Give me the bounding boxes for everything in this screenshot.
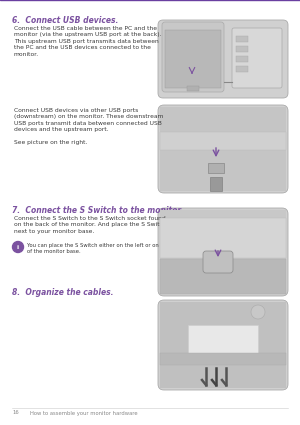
Bar bbox=[236, 66, 248, 72]
Text: 7.  Connect the S Switch to the monitor.: 7. Connect the S Switch to the monitor. bbox=[12, 206, 183, 215]
Text: Connect USB devices via other USB ports
(downstream) on the monitor. These downs: Connect USB devices via other USB ports … bbox=[14, 108, 164, 145]
Circle shape bbox=[251, 305, 265, 319]
FancyBboxPatch shape bbox=[158, 300, 288, 390]
Circle shape bbox=[13, 241, 23, 252]
Text: 6.  Connect USB devices.: 6. Connect USB devices. bbox=[12, 16, 119, 25]
FancyBboxPatch shape bbox=[158, 20, 288, 98]
FancyBboxPatch shape bbox=[203, 251, 233, 273]
Bar bbox=[165, 30, 221, 88]
Text: 16: 16 bbox=[12, 411, 19, 416]
FancyBboxPatch shape bbox=[162, 22, 224, 92]
Bar bbox=[210, 177, 222, 191]
Text: Connect the S Switch to the S Switch socket found
on the back of the monitor. An: Connect the S Switch to the S Switch soc… bbox=[14, 216, 167, 234]
Text: i: i bbox=[17, 244, 19, 249]
Bar bbox=[160, 132, 286, 150]
Bar bbox=[188, 325, 258, 355]
Bar bbox=[160, 259, 286, 294]
FancyBboxPatch shape bbox=[158, 208, 288, 296]
Text: You can place the S Switch either on the left or on the right
of the monitor bas: You can place the S Switch either on the… bbox=[27, 243, 183, 254]
Bar bbox=[160, 218, 286, 258]
Bar bbox=[160, 210, 286, 294]
Bar bbox=[236, 56, 248, 62]
Bar bbox=[236, 46, 248, 52]
Bar bbox=[160, 107, 286, 191]
Bar bbox=[208, 163, 224, 173]
Bar bbox=[236, 36, 248, 42]
FancyBboxPatch shape bbox=[158, 105, 288, 193]
Bar bbox=[160, 302, 286, 388]
Bar bbox=[187, 86, 199, 91]
Text: 8.  Organize the cables.: 8. Organize the cables. bbox=[12, 288, 113, 297]
FancyBboxPatch shape bbox=[232, 28, 282, 88]
Text: How to assemble your monitor hardware: How to assemble your monitor hardware bbox=[30, 411, 138, 416]
Bar bbox=[160, 353, 286, 365]
Text: Connect the USB cable between the PC and the
monitor (via the upstream USB port : Connect the USB cable between the PC and… bbox=[14, 26, 161, 57]
